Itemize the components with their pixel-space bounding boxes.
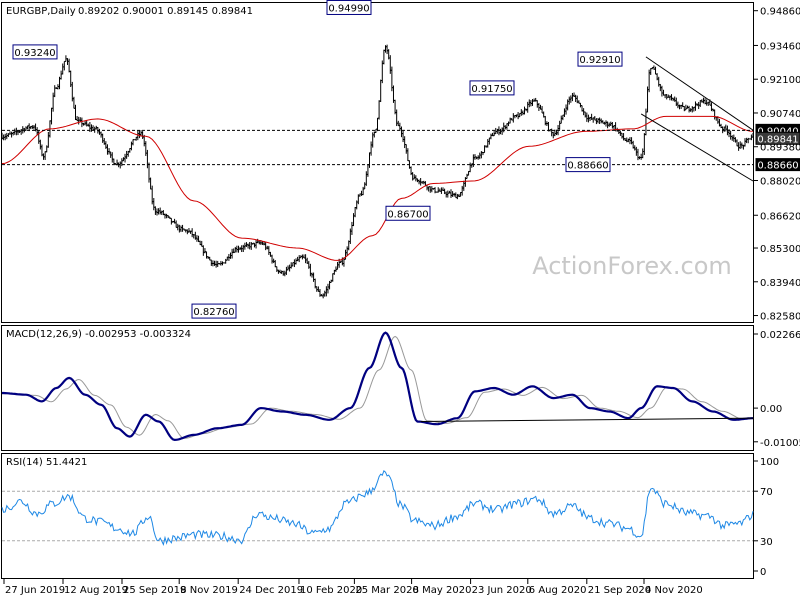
price-y-tick-label: 0.88020 [760,176,800,187]
annotation-label: 0.82760 [193,307,234,318]
macd-y-tick-label: 0.00 [760,404,782,415]
price-y-tick-label: 0.82580 [760,312,800,323]
annotation-label: 0.88660 [567,161,608,172]
x-tick-label: 25 Mar 2020 [355,585,418,596]
rsi-layer [1,469,754,547]
annotation-box [326,0,372,15]
x-tick-label: 23 Jun 2020 [472,585,532,596]
annotation-label: 0.92910 [579,55,620,66]
price-axis-label: 0.89841 [757,134,798,145]
annotation-label: 0.86700 [387,209,428,220]
rsi-y-tick-label: 30 [760,537,773,548]
price-layer: 0.93240 0.94990 0.91750 0.92910 0.86700 0.886… [1,0,754,319]
price-y-tick-label: 0.94860 [760,7,800,18]
x-tick-label: 8 Nov 2019 [180,585,238,596]
x-tick-label: 12 Aug 2019 [64,585,128,596]
x-tick-label: 6 Aug 2020 [529,585,587,596]
macd-support-line [420,417,754,423]
macd-y-tick-label: 0.022662 [760,330,800,341]
annotation-label: 0.93240 [14,48,55,59]
x-tick-label: 8 May 2020 [413,585,472,596]
rsi-panel-frame [1,453,754,579]
rsi-y-tick-label: 70 [760,487,773,498]
macd-line [2,331,753,442]
annotation-label: 0.94990 [328,3,369,14]
x-tick-label: 10 Feb 2020 [300,585,362,596]
rsi-y-tick-label: 100 [760,457,779,468]
x-tick-label: 4 Nov 2020 [645,585,703,596]
symbol-label: EURGBP,Daily [6,6,76,17]
macd-signal-line [2,335,754,439]
annotation-box [385,205,431,221]
x-tick-label: 27 Jun 2019 [5,585,65,596]
annotation-box [577,51,623,67]
price-y-tick-label: 0.93460 [760,41,800,52]
watermark: ActionForex.com [532,252,732,280]
macd-panel-frame [1,325,754,451]
macd-y-tick-label: -0.010052 [760,438,800,449]
price-axis-label-box [755,131,800,145]
annotation-box [565,157,611,173]
annotation-label: 0.91750 [471,84,512,95]
annotation-box [191,303,237,319]
channel-upper-line [645,56,754,131]
annotation-box [12,44,58,60]
annotation-box [469,80,515,96]
x-tick-label: 25 Sep 2019 [123,585,186,596]
ohlc-label: 0.89202 0.90001 0.89145 0.89841 [78,6,253,17]
x-tick-label: 24 Dec 2019 [239,585,303,596]
x-tick-label: 21 Sep 2020 [588,585,651,596]
price-y-tick-label: 0.89380 [760,143,800,154]
price-y-tick-label: 0.90740 [760,109,800,120]
price-y-tick-label: 0.92100 [760,75,800,86]
price-axis-label-box [755,158,800,172]
price-y-tick-label: 0.85300 [760,244,800,255]
rsi-line [1,469,754,547]
moving-average-line [1,115,754,261]
axis-layer: 0.94860 0.93460 0.92100 0.90740 0.89380 0.880… [3,7,800,596]
channel-lower-line [640,113,754,182]
price-y-tick-label: 0.83940 [760,278,800,289]
macd-title: MACD(12,26,9) -0.002953 -0.003324 [6,329,191,340]
price-panel-frame [1,2,754,323]
rsi-title: RSI(14) 51.4421 [6,457,87,468]
rsi-y-tick-label: 0 [760,567,766,578]
price-y-tick-label: 0.86620 [760,211,800,222]
macd-layer [2,331,754,442]
price-axis-label: 0.88660 [757,161,798,172]
